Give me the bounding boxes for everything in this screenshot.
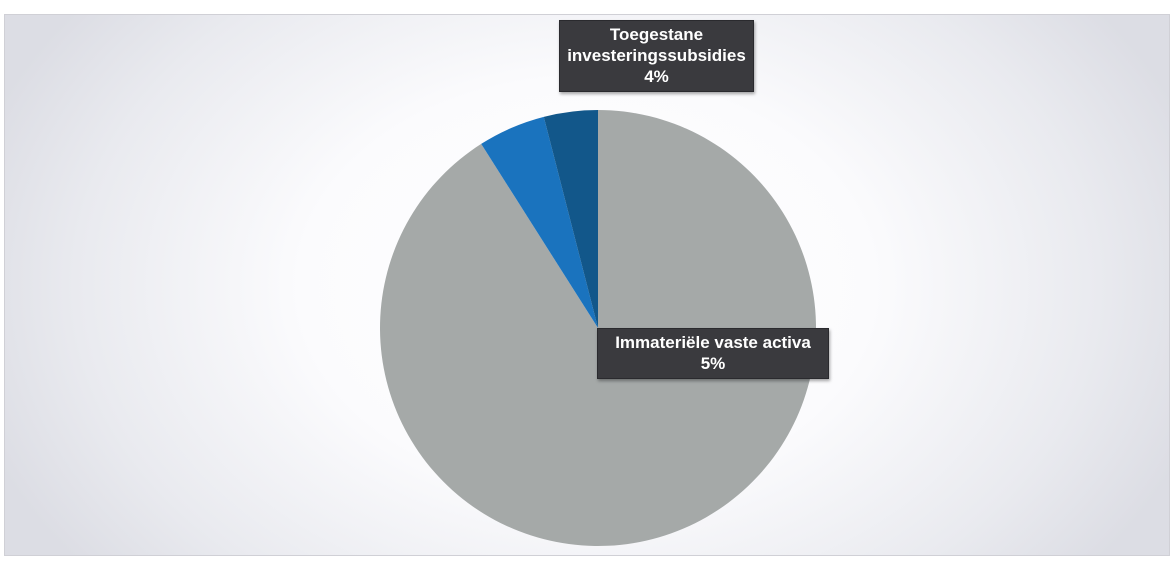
- data-label-immaterieel: Immateriële vaste activa 5%: [597, 328, 829, 379]
- chart-area: Toegestane investeringssubsidies 4% Imma…: [4, 14, 1170, 556]
- data-label-immaterieel-percent: 5%: [700, 354, 726, 373]
- data-label-subsidies-line-1: Toegestane: [609, 25, 704, 44]
- data-label-subsidies-percent: 4%: [644, 67, 669, 86]
- data-label-subsidies-line-2: investeringssubsidies: [567, 46, 746, 65]
- data-label-immaterieel-line-1: Immateriële vaste activa: [615, 333, 811, 352]
- data-label-subsidies: Toegestane investeringssubsidies 4%: [559, 20, 754, 92]
- pie-chart: [379, 110, 816, 546]
- pie-slice-immaterieel: [481, 116, 598, 328]
- pie-slice-subsidies: [543, 110, 598, 328]
